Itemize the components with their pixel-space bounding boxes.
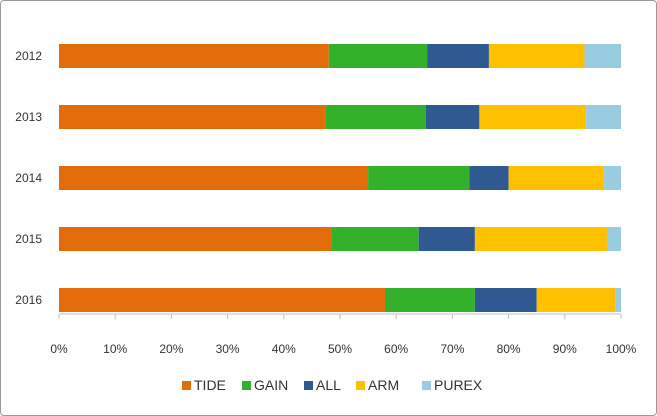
legend: TIDE GAIN ALL ARM PUREX — [182, 377, 483, 393]
x-tick-label: 100% — [606, 342, 637, 356]
x-tick-label: 70% — [440, 342, 464, 356]
x-tick-label: 90% — [553, 342, 577, 356]
bar-segment-gain-2014 — [368, 166, 470, 190]
bar-segment-tide-2012 — [59, 44, 329, 68]
bar-segment-purex-2016 — [615, 288, 621, 312]
x-tick-label: 30% — [216, 342, 240, 356]
bar-segment-all-2015 — [418, 227, 475, 251]
x-tick-label: 20% — [159, 342, 183, 356]
bars-layer — [59, 44, 621, 312]
bar-segment-gain-2012 — [328, 44, 428, 68]
legend-swatch-gain — [242, 381, 251, 390]
bar-segment-arm-2016 — [536, 288, 616, 312]
bar-segment-arm-2015 — [474, 227, 607, 251]
x-tick-label: 50% — [328, 342, 352, 356]
y-tick-label: 2015 — [15, 232, 42, 246]
bar-segment-gain-2015 — [331, 227, 419, 251]
y-tick-label: 2014 — [15, 171, 42, 185]
y-tick-label: 2012 — [15, 49, 42, 63]
y-tick-label: 2016 — [15, 293, 42, 307]
bar-segment-purex-2015 — [606, 227, 621, 251]
bar-segment-arm-2013 — [479, 105, 587, 129]
bar-segment-tide-2013 — [59, 105, 326, 129]
legend-swatch-all — [304, 381, 313, 390]
x-tick-label: 10% — [103, 342, 127, 356]
bar-segment-gain-2016 — [384, 288, 475, 312]
bar-segment-tide-2016 — [59, 288, 385, 312]
legend-label-gain: GAIN — [254, 377, 288, 393]
legend-label-arm: ARM — [368, 377, 399, 393]
bar-segment-tide-2015 — [59, 227, 332, 251]
y-axis-labels: 2012 2013 2014 2015 2016 — [15, 49, 42, 307]
x-tick-label: 60% — [384, 342, 408, 356]
bar-segment-arm-2012 — [488, 44, 585, 68]
bar-segment-all-2014 — [469, 166, 509, 190]
bar-segment-arm-2014 — [508, 166, 605, 190]
legend-label-purex: PUREX — [434, 377, 483, 393]
legend-swatch-tide — [182, 381, 191, 390]
bar-segment-all-2012 — [427, 44, 489, 68]
bar-segment-all-2013 — [425, 105, 480, 129]
bar-segment-purex-2012 — [584, 44, 621, 68]
bar-segment-all-2016 — [474, 288, 537, 312]
x-tick-label: 40% — [272, 342, 296, 356]
bar-segment-purex-2013 — [586, 105, 621, 129]
bar-segment-tide-2014 — [59, 166, 369, 190]
legend-label-all: ALL — [316, 377, 341, 393]
y-tick-label: 2013 — [15, 110, 42, 124]
legend-label-tide: TIDE — [194, 377, 226, 393]
legend-swatch-purex — [422, 381, 431, 390]
legend-swatch-arm — [356, 381, 365, 390]
x-tick-label: 80% — [497, 342, 521, 356]
bar-segment-purex-2014 — [604, 166, 621, 190]
bar-segment-gain-2013 — [325, 105, 426, 129]
x-tick-label: 0% — [50, 342, 68, 356]
x-axis: 0% 10% 20% 30% 40% 50% 60% 70% 80% 90% 100% — [50, 313, 637, 356]
